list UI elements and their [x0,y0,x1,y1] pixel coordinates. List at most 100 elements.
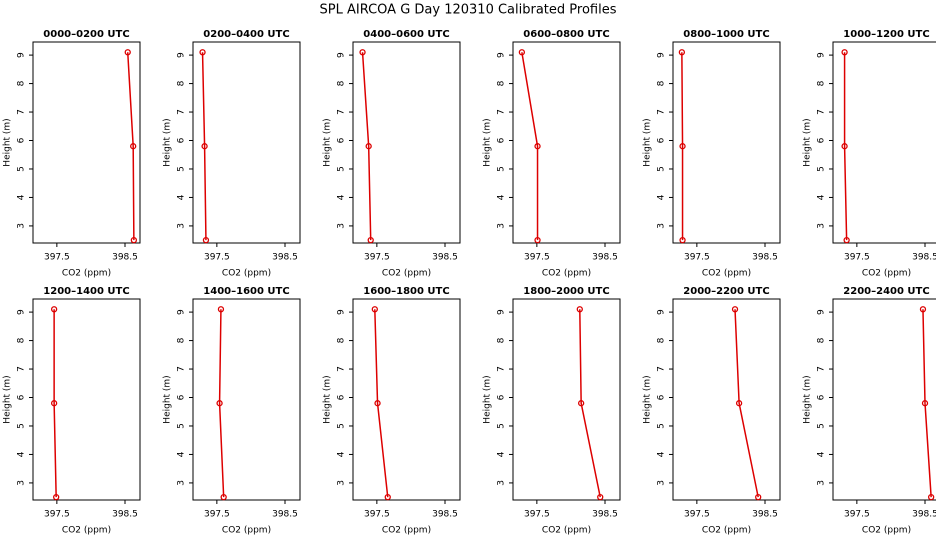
profile-line [361,52,372,241]
panel-title: 2000–2200 UTC [683,286,769,297]
panel-title: 0200–0400 UTC [203,29,289,40]
y-tick-label: 4 [657,451,667,457]
plot-frame [192,298,301,501]
y-tick-label: 4 [337,451,347,457]
y-tick-label: 8 [657,337,667,343]
profile-line [53,309,57,498]
x-axis-label: CO2 (ppm) [702,269,751,279]
y-tick-label: 5 [817,423,827,429]
x-tick-label: 397.5 [844,253,870,263]
profile-line [579,309,601,498]
data-point [202,237,210,244]
panel-title: 1800–2000 UTC [523,286,609,297]
data-point [359,49,366,56]
profile-line [218,309,225,498]
y-axis-label: Height (m) [803,118,813,166]
y-axis-label: Height (m) [483,375,493,423]
x-tick-label: 397.5 [44,510,70,520]
y-tick-label: 5 [657,423,667,429]
y-tick-label: 4 [17,451,27,457]
data-point [919,306,927,313]
plot-frame [512,41,621,244]
y-tick-label: 9 [657,52,667,58]
x-tick-label: 397.5 [684,510,710,520]
chart-title: SPL AIRCOA G Day 120310 Calibrated Profi… [320,3,617,18]
y-tick-label: 6 [17,137,27,143]
panel-title: 2200–2400 UTC [843,286,929,297]
plot-frame [832,41,936,244]
y-tick-label: 5 [17,423,27,429]
y-tick-label: 6 [177,137,187,143]
y-tick-label: 6 [657,394,667,400]
profile-line [922,309,932,498]
data-point [679,143,686,150]
y-tick-label: 7 [657,366,667,372]
data-point [374,400,381,407]
y-tick-label: 5 [497,166,507,172]
y-tick-label: 5 [657,166,667,172]
y-tick-label: 6 [817,137,827,143]
y-tick-label: 5 [337,423,347,429]
x-tick-label: 398.5 [912,510,936,520]
data-point [367,237,374,244]
data-point [841,49,848,56]
y-tick-label: 3 [657,223,667,229]
y-tick-label: 4 [497,194,507,200]
x-tick-label: 397.5 [844,510,870,520]
y-tick-label: 3 [177,223,187,229]
y-tick-label: 6 [497,394,507,400]
profile-line [843,52,848,241]
x-tick-label: 397.5 [684,253,710,263]
profile-line [201,52,207,241]
y-tick-label: 9 [337,309,347,315]
x-tick-label: 398.5 [752,253,778,263]
plot-frame [32,298,141,501]
x-tick-label: 398.5 [592,253,618,263]
x-tick-label: 398.5 [592,510,618,520]
x-axis-label: CO2 (ppm) [542,526,591,536]
y-tick-label: 9 [177,309,187,315]
y-tick-label: 5 [177,166,187,172]
x-axis-label: CO2 (ppm) [862,526,911,536]
y-tick-label: 9 [657,309,667,315]
y-tick-label: 8 [337,80,347,86]
x-axis-label: CO2 (ppm) [62,526,111,536]
y-tick-label: 8 [817,80,827,86]
x-tick-label: 398.5 [112,253,138,263]
y-tick-label: 8 [17,80,27,86]
y-tick-label: 7 [657,109,667,115]
x-axis-label: CO2 (ppm) [382,526,431,536]
y-tick-label: 9 [17,309,27,315]
x-axis-label: CO2 (ppm) [702,526,751,536]
y-tick-label: 9 [817,309,827,315]
data-point [53,494,60,501]
y-axis-label: Height (m) [323,375,333,423]
y-tick-label: 7 [817,366,827,372]
y-tick-label: 4 [817,194,827,200]
y-tick-label: 7 [817,109,827,115]
data-point [921,400,929,407]
y-tick-label: 3 [17,223,27,229]
y-tick-label: 5 [177,423,187,429]
x-tick-label: 398.5 [272,253,298,263]
data-point [365,143,372,150]
y-tick-label: 5 [497,423,507,429]
data-point [50,306,58,313]
x-axis-label: CO2 (ppm) [222,269,271,279]
y-tick-label: 8 [177,337,187,343]
profile-line [126,52,135,241]
y-tick-label: 6 [337,394,347,400]
data-point [927,494,935,501]
y-tick-label: 7 [497,366,507,372]
x-tick-label: 398.5 [112,510,138,520]
y-tick-label: 7 [17,109,27,115]
data-point [841,143,848,150]
y-tick-label: 8 [817,337,827,343]
y-tick-label: 3 [337,223,347,229]
y-tick-label: 9 [177,52,187,58]
plot-frame [352,41,461,244]
y-tick-label: 9 [17,52,27,58]
y-tick-label: 6 [657,137,667,143]
y-tick-label: 3 [497,480,507,486]
